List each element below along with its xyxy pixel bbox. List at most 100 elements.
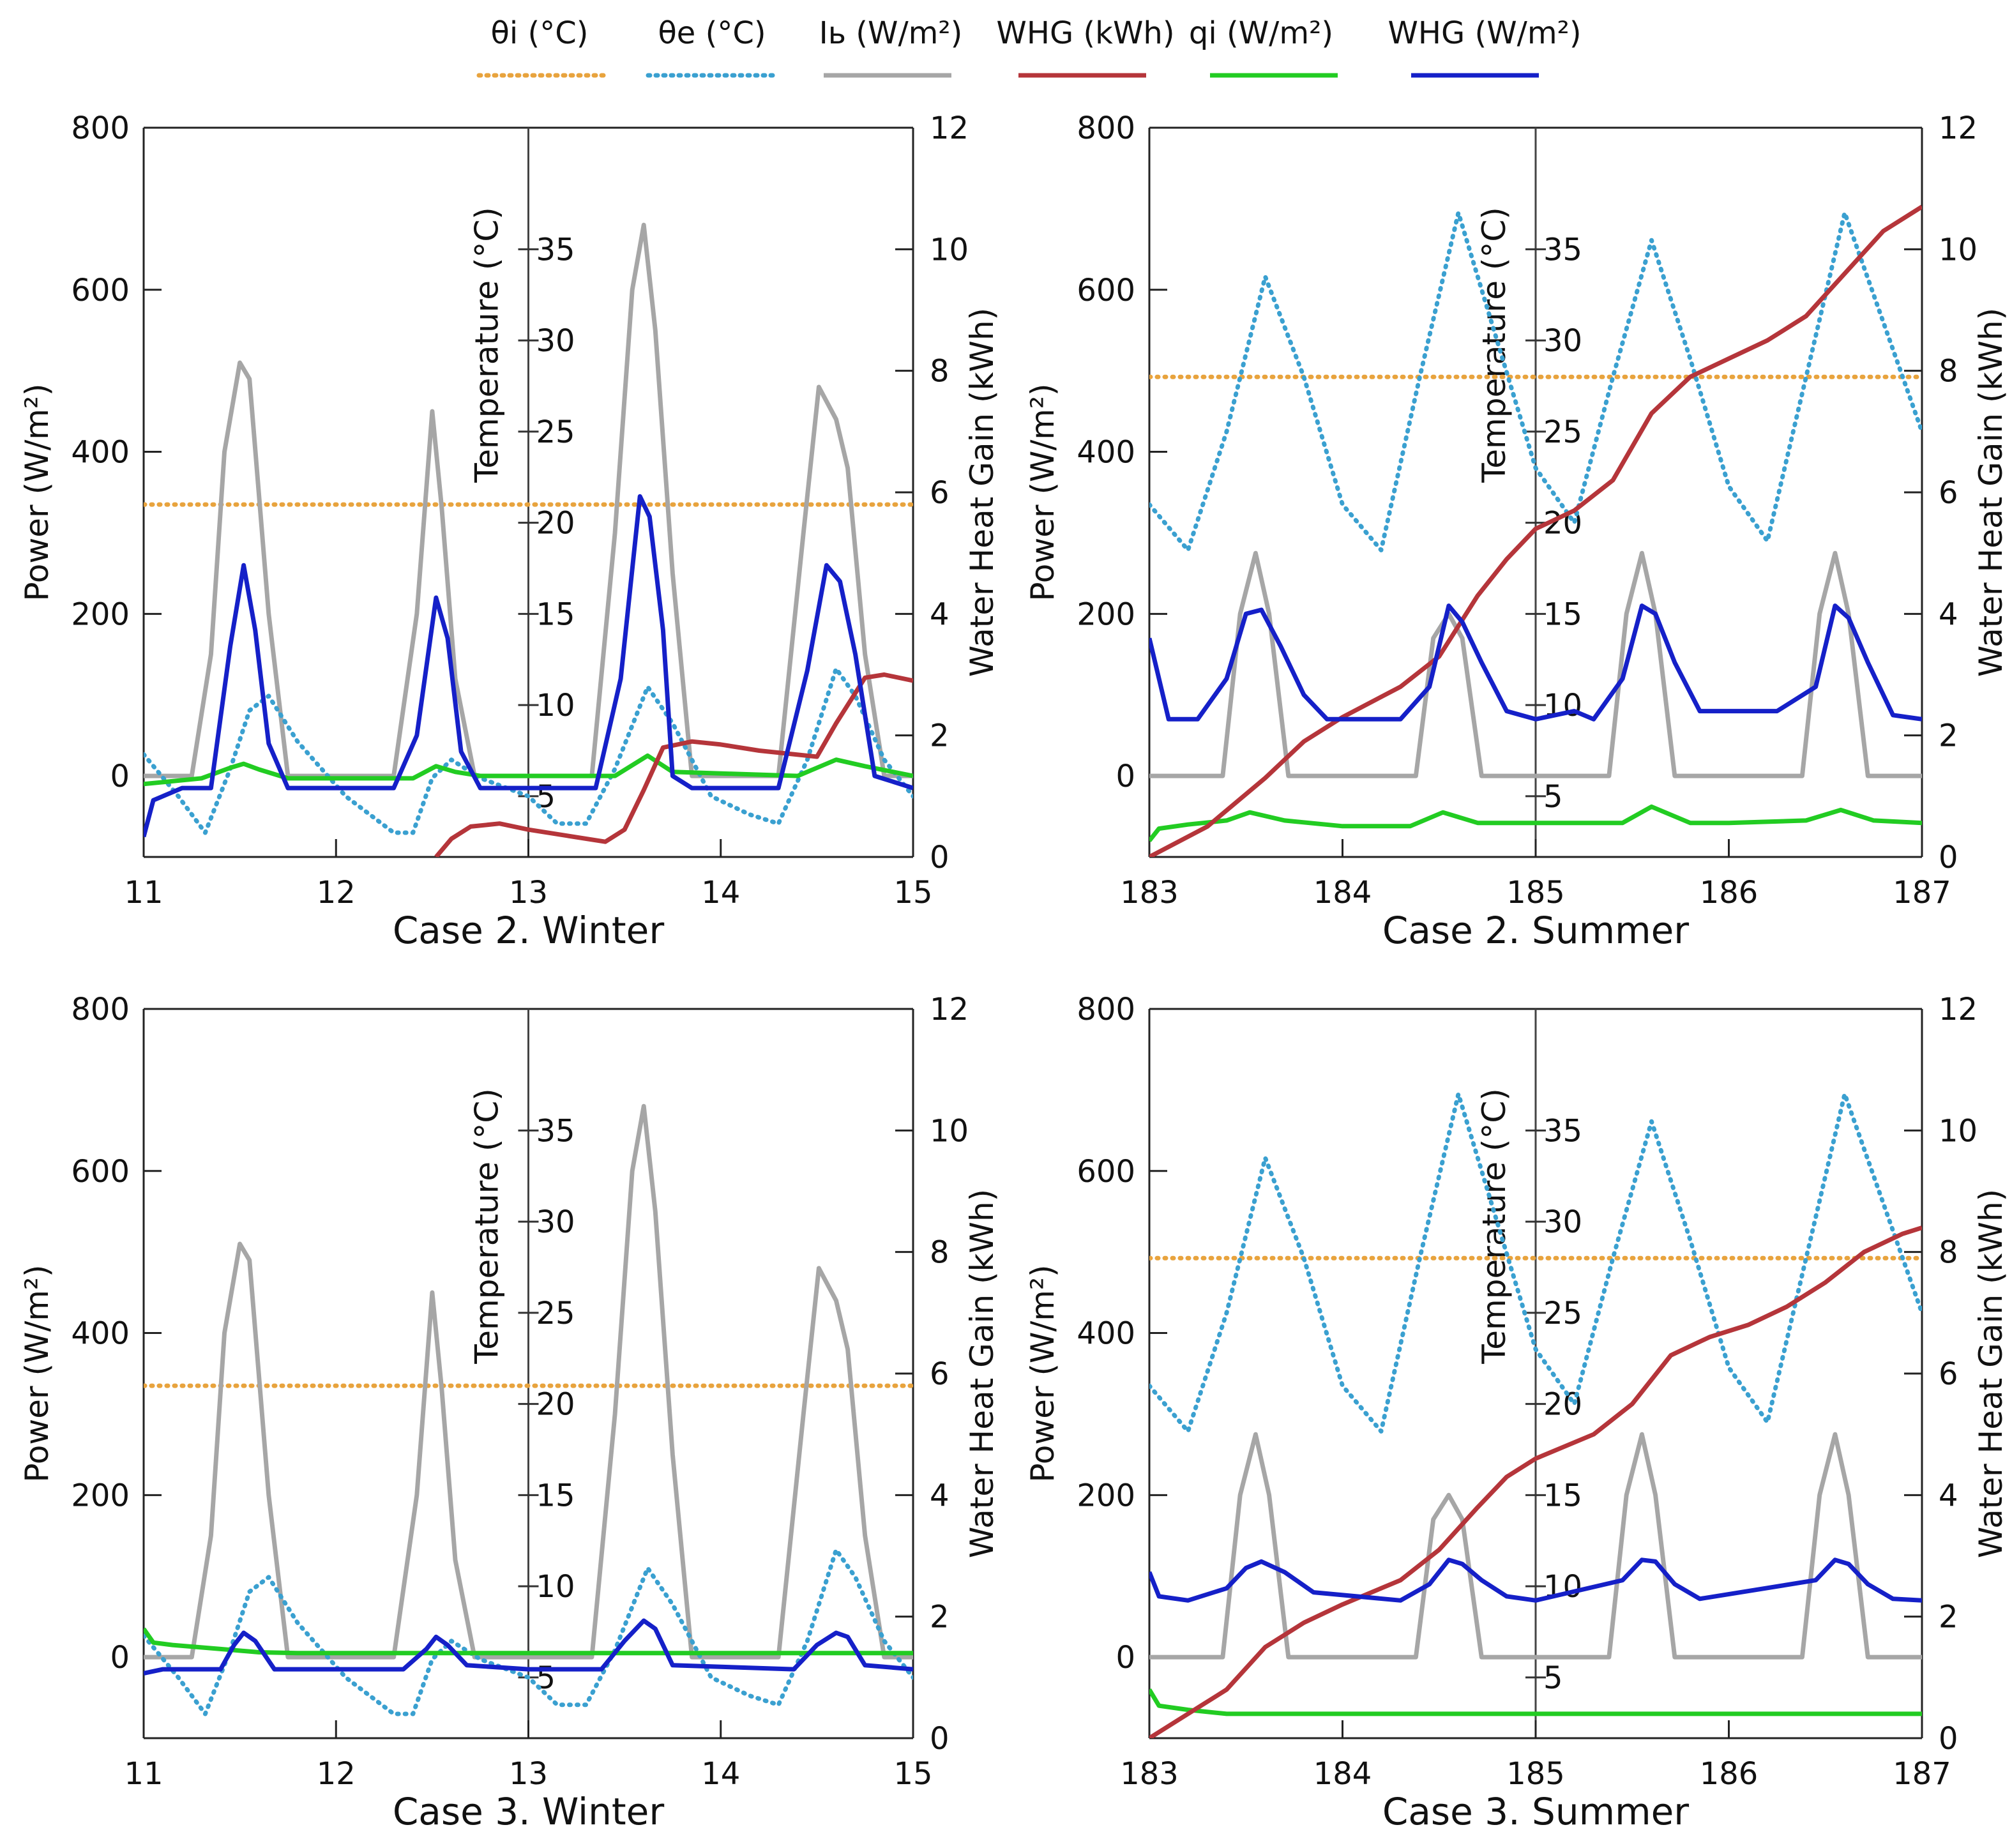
x-tick-label: 12 (317, 875, 356, 911)
y2-tick-label: 12 (1939, 110, 1978, 146)
temp-tick-label: 25 (1543, 1296, 1582, 1331)
y2-tick-label: 0 (1939, 840, 1958, 875)
y2-tick-label: 10 (1939, 1113, 1978, 1149)
y2-tick-label: 8 (1939, 354, 1958, 390)
y-tick-label: 400 (1077, 1316, 1135, 1352)
temp-tick-label: 35 (536, 1113, 575, 1149)
x-tick-label: 185 (1506, 875, 1565, 911)
x-tick-label: 13 (509, 875, 548, 911)
x-tick-label: 185 (1506, 1756, 1565, 1792)
y2-tick-label: 6 (1939, 1356, 1958, 1392)
y2-tick-label: 4 (1939, 596, 1958, 632)
series-group (144, 222, 913, 857)
y-tick-label: 400 (71, 435, 130, 471)
series-line-qi (1149, 1688, 1922, 1716)
temp-tick-label: 25 (536, 1296, 575, 1331)
temp-tick-label: 20 (536, 1387, 575, 1423)
temp-tick-label: 10 (536, 1569, 575, 1605)
y2-tick-label: 12 (930, 110, 969, 146)
y2-tick-label: 6 (930, 475, 949, 511)
y-axis-label: Power (W/m²) (19, 1264, 56, 1482)
x-tick-label: 187 (1893, 1756, 1951, 1792)
legend-label-whg_kwh: WHG (kWh) (996, 15, 1174, 51)
chart-title: Case 2. Summer (1382, 909, 1689, 952)
x-tick-label: 186 (1700, 875, 1759, 911)
y2-tick-label: 8 (1939, 1235, 1958, 1271)
temp-tick-label: 30 (536, 323, 575, 359)
legend-label-Ib: Iь (W/m²) (819, 15, 963, 51)
temp-tick-label: 15 (536, 1478, 575, 1513)
series-line-Ib (1149, 550, 1922, 778)
series-line-theta_e (144, 666, 913, 835)
y2-tick-label: 2 (930, 718, 949, 754)
chart-title: Case 3. Summer (1382, 1790, 1689, 1833)
series-line-Ib (1149, 1432, 1922, 1660)
y2-tick-label: 0 (930, 840, 949, 875)
temperature-axis-label: Temperature (°C) (1476, 1088, 1513, 1365)
y-axis-label: Power (W/m²) (1024, 383, 1061, 601)
x-tick-label: 15 (893, 1756, 932, 1792)
chart-panels: 11 12 13 14 15020040060080002468101251015202… (19, 110, 2009, 1833)
temperature-axis-label: Temperature (°C) (1476, 207, 1513, 483)
y2-tick-label: 10 (1939, 232, 1978, 268)
x-tick-label: 187 (1893, 875, 1951, 911)
chart-title: Case 3. Winter (393, 1790, 665, 1833)
temp-tick-label: 15 (1543, 596, 1582, 632)
y-tick-label: 800 (1077, 110, 1135, 146)
series-line-whg_wm2 (1149, 1557, 1922, 1603)
temp-tick-label: 20 (536, 506, 575, 542)
y-tick-label: 800 (1077, 992, 1135, 1027)
y2-tick-label: 6 (1939, 475, 1958, 511)
y-tick-label: 600 (71, 273, 130, 308)
legend-label-qi: qi (W/m²) (1189, 15, 1333, 51)
y2-tick-label: 4 (930, 1478, 949, 1513)
y2-axis-label: Water Heat Gain (kWh) (964, 308, 1001, 677)
x-tick-label: 186 (1700, 1756, 1759, 1792)
temp-tick-label: 30 (1543, 1204, 1582, 1240)
y-tick-label: 200 (1077, 1478, 1135, 1513)
series-group (1149, 204, 1922, 857)
y-tick-label: 0 (1116, 1640, 1135, 1676)
x-tick-label: 11 (124, 875, 163, 911)
x-tick-label: 11 (124, 1756, 163, 1792)
temp-tick-label: 30 (1543, 323, 1582, 359)
x-tick-label: 12 (317, 1756, 356, 1792)
y-tick-label: 600 (71, 1154, 130, 1190)
temperature-axis-label: Temperature (°C) (469, 1088, 506, 1365)
series-line-whg_wm2 (1149, 603, 1922, 722)
temp-tick-label: 10 (536, 688, 575, 723)
x-tick-label: 14 (701, 1756, 740, 1792)
series-line-theta_e (1149, 210, 1922, 552)
series-line-qi (1149, 804, 1922, 842)
series-line-qi (144, 753, 913, 787)
chart-panel-1: 11 12 13 14 15020040060080002468101251015202… (19, 110, 1001, 952)
series-group (144, 1103, 913, 1716)
y2-tick-label: 10 (930, 1113, 969, 1149)
legend-label-theta_i: θi (°C) (491, 15, 589, 51)
y2-axis-label: Water Heat Gain (kWh) (1972, 1189, 2009, 1558)
y2-tick-label: 6 (930, 1356, 949, 1392)
y-axis-label: Power (W/m²) (1024, 1264, 1061, 1482)
series-line-qi (144, 1627, 913, 1656)
y2-axis-label: Water Heat Gain (kWh) (1972, 308, 2009, 677)
legend-label-theta_e: θe (°C) (658, 15, 766, 51)
y-tick-label: 400 (1077, 435, 1135, 471)
y-tick-label: 800 (71, 110, 130, 146)
temp-tick-label: 35 (1543, 1113, 1582, 1149)
x-tick-label: 15 (893, 875, 932, 911)
series-line-whg_kwh (1149, 204, 1922, 857)
temperature-axis-label: Temperature (°C) (469, 207, 506, 483)
y-tick-label: 0 (110, 759, 130, 794)
y-axis-label: Power (W/m²) (19, 383, 56, 601)
y2-tick-label: 4 (930, 596, 949, 632)
series-line-whg_kwh (434, 672, 913, 857)
y2-tick-label: 2 (930, 1600, 949, 1635)
y2-tick-label: 0 (930, 1721, 949, 1757)
series-line-Ib (144, 1103, 913, 1660)
temp-tick-label: 15 (536, 596, 575, 632)
x-tick-label: 183 (1120, 875, 1179, 911)
y2-tick-label: 0 (1939, 1721, 1958, 1757)
y-tick-label: 600 (1077, 273, 1135, 308)
series-line-theta_e (1149, 1091, 1922, 1434)
